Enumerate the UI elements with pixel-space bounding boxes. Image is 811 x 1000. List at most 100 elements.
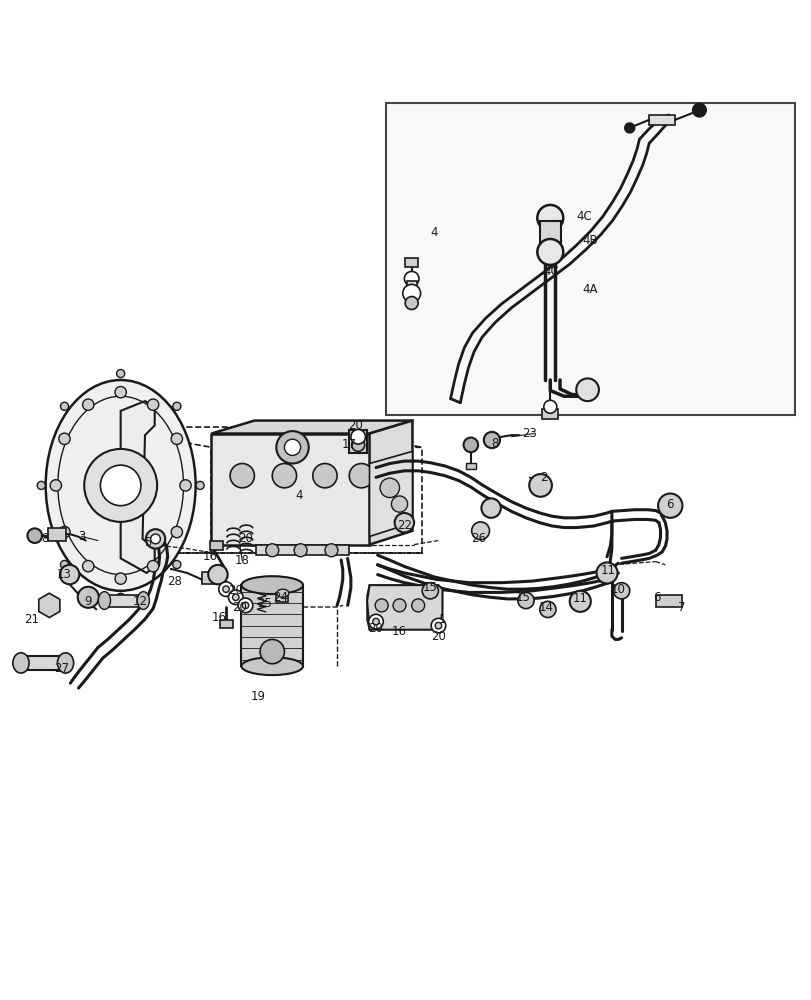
- Text: 5: 5: [144, 536, 152, 549]
- Circle shape: [411, 599, 424, 612]
- Circle shape: [350, 429, 365, 444]
- Text: 12: 12: [132, 595, 148, 608]
- Circle shape: [692, 104, 705, 117]
- Text: 3: 3: [78, 530, 85, 543]
- Text: 16: 16: [212, 611, 227, 624]
- Circle shape: [394, 513, 414, 532]
- Bar: [276, 584, 288, 602]
- Circle shape: [208, 565, 227, 584]
- Text: 4B: 4B: [582, 234, 598, 247]
- Circle shape: [368, 614, 383, 629]
- Text: 10: 10: [610, 583, 625, 596]
- Circle shape: [28, 528, 42, 543]
- Circle shape: [151, 534, 161, 544]
- Circle shape: [375, 599, 388, 612]
- Text: 15: 15: [516, 591, 530, 604]
- Circle shape: [115, 573, 127, 584]
- Bar: [466, 463, 475, 469]
- Circle shape: [402, 284, 420, 302]
- Circle shape: [171, 526, 182, 538]
- Circle shape: [222, 586, 229, 592]
- Circle shape: [422, 583, 438, 599]
- Bar: [539, 221, 560, 250]
- Text: 21: 21: [24, 613, 39, 626]
- Text: 8: 8: [491, 437, 498, 450]
- Bar: [406, 281, 416, 292]
- Circle shape: [179, 480, 191, 491]
- Circle shape: [431, 618, 445, 633]
- Text: 11: 11: [572, 592, 587, 605]
- Circle shape: [148, 399, 159, 410]
- Text: 20: 20: [228, 584, 243, 597]
- Bar: [201, 572, 225, 584]
- Circle shape: [483, 432, 500, 448]
- Text: 20: 20: [367, 622, 382, 635]
- Text: 20: 20: [238, 532, 252, 545]
- Text: 4C: 4C: [543, 265, 559, 278]
- Circle shape: [380, 478, 399, 498]
- Circle shape: [84, 449, 157, 522]
- Circle shape: [117, 369, 125, 378]
- Text: 2: 2: [539, 471, 547, 484]
- Circle shape: [372, 618, 379, 625]
- Circle shape: [539, 601, 556, 618]
- Circle shape: [349, 464, 373, 488]
- Bar: [654, 595, 680, 607]
- Bar: [209, 541, 222, 550]
- Circle shape: [405, 297, 418, 310]
- Circle shape: [272, 464, 296, 488]
- Circle shape: [171, 433, 182, 444]
- Polygon shape: [121, 401, 155, 573]
- Text: 20: 20: [232, 601, 247, 614]
- Circle shape: [537, 205, 563, 231]
- Circle shape: [517, 592, 534, 609]
- Bar: [219, 620, 232, 628]
- Bar: [48, 528, 66, 541]
- Text: 18: 18: [234, 554, 250, 567]
- Circle shape: [393, 599, 406, 612]
- Polygon shape: [255, 545, 349, 555]
- Text: 6: 6: [665, 498, 672, 511]
- Polygon shape: [369, 451, 412, 536]
- Text: 19: 19: [251, 690, 266, 703]
- Text: 22: 22: [397, 519, 411, 532]
- Circle shape: [265, 544, 278, 557]
- Circle shape: [260, 639, 284, 664]
- Circle shape: [117, 593, 125, 601]
- Circle shape: [148, 560, 159, 572]
- Text: 17: 17: [341, 438, 356, 451]
- Circle shape: [230, 464, 254, 488]
- Ellipse shape: [98, 592, 110, 609]
- Text: 20: 20: [431, 630, 445, 643]
- Polygon shape: [211, 434, 369, 545]
- Circle shape: [83, 399, 94, 410]
- Polygon shape: [369, 421, 412, 545]
- Circle shape: [228, 590, 242, 605]
- Text: 11: 11: [600, 564, 616, 577]
- Ellipse shape: [13, 653, 29, 673]
- Ellipse shape: [241, 576, 303, 594]
- Bar: [105, 595, 144, 607]
- Text: 4C: 4C: [576, 210, 591, 223]
- Circle shape: [537, 239, 563, 265]
- Circle shape: [294, 544, 307, 557]
- Circle shape: [173, 402, 181, 410]
- Text: 7: 7: [677, 601, 684, 614]
- Text: 1: 1: [438, 613, 446, 626]
- Text: 6: 6: [653, 591, 660, 604]
- Polygon shape: [211, 421, 412, 434]
- Text: 27: 27: [54, 662, 69, 675]
- Circle shape: [242, 602, 248, 609]
- Text: 8: 8: [41, 532, 49, 545]
- Circle shape: [238, 598, 252, 613]
- Circle shape: [529, 474, 551, 497]
- Circle shape: [481, 498, 500, 518]
- Text: 16: 16: [202, 550, 217, 563]
- Bar: [542, 409, 558, 419]
- Circle shape: [569, 591, 590, 612]
- Bar: [241, 585, 303, 666]
- Text: 15: 15: [423, 581, 437, 594]
- Circle shape: [60, 560, 68, 569]
- Circle shape: [657, 494, 681, 518]
- Circle shape: [58, 526, 70, 538]
